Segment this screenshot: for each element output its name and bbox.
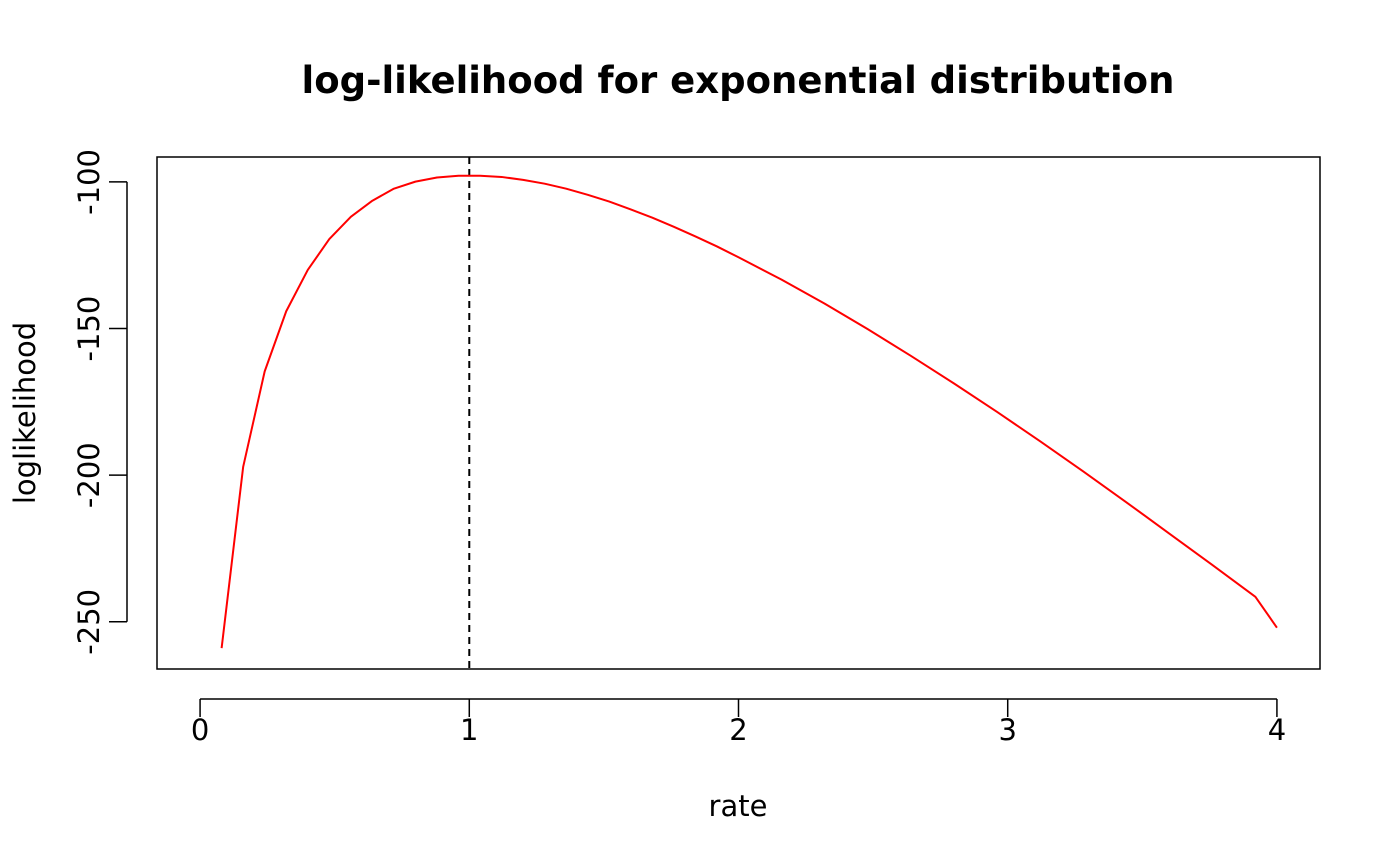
series-group: [220, 174, 1278, 649]
y-tick-label-2: -200: [72, 442, 106, 508]
y-axis: -100 -150 -200 -250: [72, 149, 128, 655]
x-tick-label-3: 3: [998, 713, 1016, 747]
y-axis-label: loglikelihood: [8, 322, 42, 504]
x-tick-label-1: 1: [460, 713, 478, 747]
chart-title: log-likelihood for exponential distribut…: [302, 59, 1175, 102]
x-axis-label: rate: [709, 789, 768, 823]
y-tick-label-3: -250: [72, 589, 106, 655]
x-tick-label-2: 2: [729, 713, 747, 747]
series-line-0: [220, 174, 1278, 649]
x-axis: 0 1 2 3 4: [191, 698, 1286, 747]
x-tick-label-4: 4: [1268, 713, 1286, 747]
y-tick-label-1: -150: [72, 296, 106, 362]
plot-frame: [156, 156, 1321, 670]
x-tick-label-0: 0: [191, 713, 209, 747]
y-tick-label-0: -100: [72, 149, 106, 215]
